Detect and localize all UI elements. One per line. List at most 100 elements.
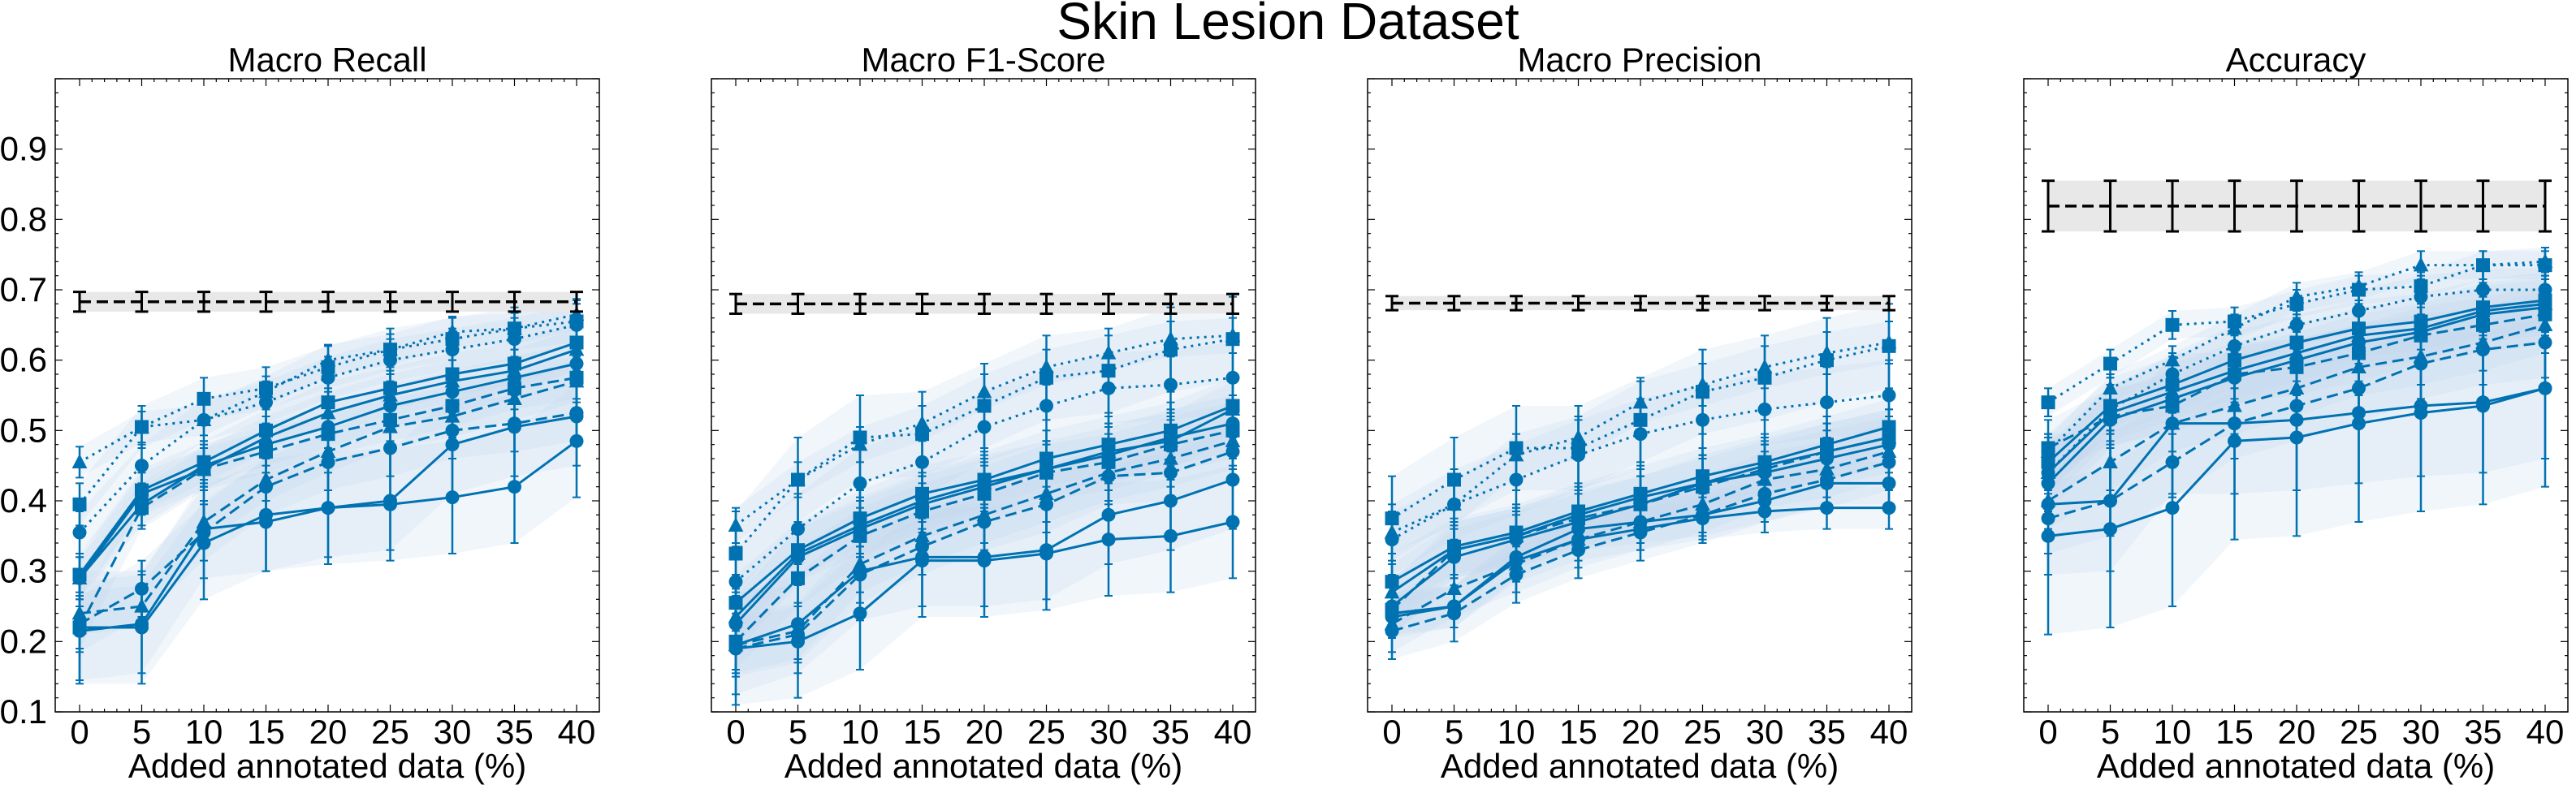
x-tick-label: 40 [558,713,596,751]
data-point [2414,406,2428,420]
data-point [2041,395,2055,410]
y-tick-label: 0.2 [0,622,47,660]
data-point [1757,504,1772,519]
data-point [977,554,992,568]
data-point [197,462,211,476]
x-tick-label: 10 [185,713,223,751]
series-solid-circle [1385,485,1896,639]
x-tick-label: 35 [1152,713,1190,751]
x-tick-label: 0 [70,713,89,751]
data-point [853,606,867,621]
data-point [383,497,397,511]
plot-content [2040,179,2553,636]
data-point [2103,356,2117,371]
data-point [1696,511,1709,526]
series-line [78,376,577,628]
data-point [2352,416,2366,431]
data-point [915,554,929,568]
data-point [1757,402,1772,416]
series-line [1391,450,1890,625]
series-band [736,317,1233,543]
axis-ticks [711,78,1256,713]
data-point [2165,317,2180,332]
data-point [1509,554,1524,568]
y-tick-label: 0.4 [0,481,47,520]
x-tick-label: 25 [1027,713,1065,751]
x-tick-label: 15 [1559,713,1597,751]
data-point [321,501,335,515]
data-point [1447,497,1461,511]
data-point [508,480,521,494]
x-tick-label: 30 [2402,713,2440,751]
data-point [197,536,211,550]
data-point [977,420,992,434]
data-point [197,412,211,427]
plot-frame [2023,78,2569,713]
data-point [383,353,397,368]
figure-title: Skin Lesion Dataset [1057,0,1519,50]
data-point [1385,610,1399,624]
x-tick-label: 30 [434,713,472,751]
y-tick-label: 0.8 [0,200,47,238]
data-point [1225,515,1240,529]
axis-ticks [1368,78,1912,713]
data-point [1882,501,1896,515]
y-tick-label: 0.7 [0,270,47,308]
x-tick-label: 40 [1214,713,1252,751]
data-point [2103,522,2117,537]
x-tick-label: 30 [1090,713,1128,751]
plot-frame [711,78,1256,713]
data-point [72,497,87,511]
data-point [2165,501,2180,515]
series-line [1391,460,1890,632]
data-point [135,420,149,434]
data-point [853,476,867,490]
y-tick-label: 0.9 [0,130,47,168]
series-line [1391,344,1890,520]
x-tick-label: 40 [1870,713,1908,751]
data-point [1820,395,1834,410]
y-tick-label: 0.6 [0,341,47,379]
x-tick-label: 30 [1746,713,1784,751]
data-point [1571,448,1585,463]
x-axis-label: Added annotated data (%) [2097,747,2495,785]
x-tick-label: 5 [789,713,807,751]
data-point [2538,381,2552,395]
reference-series [2042,179,2552,233]
x-tick-label: 5 [1445,713,1463,751]
data-point [1447,599,1461,614]
plot-content [71,291,585,685]
data-point [2103,409,2117,424]
data-point [1164,528,1178,543]
y-tick-label: 0.1 [0,692,47,731]
data-point [1447,543,1461,558]
series-line [2047,260,2546,453]
y-tick-label: 0.5 [0,411,47,449]
x-tick-label: 15 [2215,713,2254,751]
data-point [569,433,584,448]
series-solid-circle [72,384,584,685]
data-point [1101,381,1116,395]
data-point [1385,532,1399,547]
panel-3: Macro Precision 0 5 10 15 20 25 30 35 40 Added ann… [1367,41,1913,785]
axis-ticks [2024,78,2568,713]
x-tick-label: 25 [1683,713,1722,751]
panel-4: Accuracy 0 5 10 15 20 25 30 35 40 Added annotated … [2023,41,2569,785]
reference-series [1385,295,1895,312]
data-point [2413,257,2429,272]
x-tick-label: 5 [132,713,151,751]
axis-ticks [55,78,599,713]
x-tick-label: 35 [1808,713,1846,751]
data-point [135,501,149,515]
data-point [1164,377,1178,392]
data-point [259,395,273,410]
data-point [2041,528,2055,543]
data-point [2289,430,2304,445]
data-point [259,444,273,459]
data-point [135,620,149,635]
x-tick-label: 0 [726,713,745,751]
plot-content [728,292,1241,706]
x-tick-label: 35 [495,713,534,751]
data-point [791,472,805,487]
x-tick-label: 25 [371,713,409,751]
